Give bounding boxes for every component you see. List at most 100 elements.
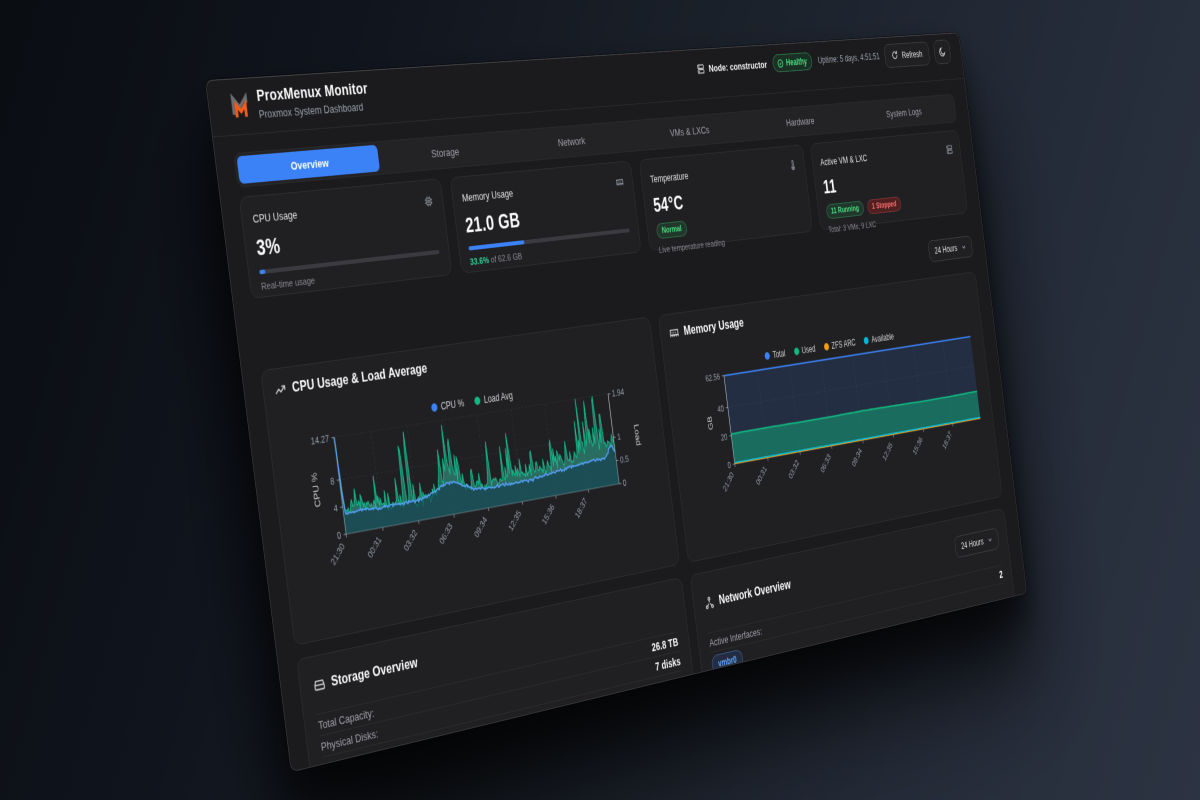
- cpu-card-icon-wrap: [423, 195, 434, 212]
- memory-percent-highlight: 33.6%: [469, 255, 490, 268]
- y-tick-label: 8: [330, 476, 335, 487]
- memory-card-title: Memory Usage: [461, 186, 514, 205]
- interface-chip[interactable]: vmbr0: [710, 648, 744, 675]
- y-right-tick-label: 1.94: [611, 387, 624, 399]
- thermometer-icon: [788, 159, 797, 171]
- x-tick-label: 15:36: [541, 502, 556, 527]
- y-right-tick-label: 1: [617, 432, 622, 442]
- hard-drive-icon: [312, 675, 326, 694]
- header-controls: Node: constructor Healthy Uptime: 5 days…: [695, 39, 952, 81]
- vm-server-icon: [945, 144, 953, 155]
- temperature-card-title: Temperature: [649, 169, 689, 186]
- x-tick-label: 00:31: [755, 464, 768, 487]
- active-interfaces-label: Active Interfaces:: [708, 624, 763, 649]
- active-interfaces-count: 2: [998, 568, 1004, 581]
- y-tick-label: 0: [727, 460, 731, 470]
- vm-stopped-badge: 1 Stopped: [866, 196, 902, 215]
- x-tick-label: 12:35: [881, 441, 893, 463]
- cpu-chart-plot: 21:30 00:31 03:32 06:33 09:34 12:35 15:36 18:37…: [267, 358, 680, 645]
- memory-chart-card: Memory Usage Total Used ZFS ARC Available 2…: [657, 271, 1003, 563]
- tab-vms-lxcs[interactable]: VMs & LXCs: [669, 123, 710, 139]
- active-vm-card: Active VM & LXC 11 11 Running 1 Stopped …: [809, 129, 969, 235]
- x-tick-label: 03:32: [402, 528, 419, 553]
- y-gridline: [334, 394, 608, 437]
- tab-network[interactable]: Network: [557, 134, 586, 149]
- y-axis-title: CPU %: [310, 472, 323, 508]
- refresh-button-label: Refresh: [901, 47, 923, 61]
- x-tick-label: 09:34: [473, 515, 489, 540]
- physical-disks-value: 7 disks: [654, 654, 682, 674]
- storage-card-title-wrap: Storage Overview: [312, 655, 419, 694]
- refresh-button[interactable]: Refresh: [883, 41, 931, 68]
- y-tick-label: 4: [333, 503, 338, 514]
- y-tick-label: 14.27: [310, 433, 330, 447]
- health-badge-label: Healthy: [785, 56, 808, 68]
- memory-progress-fill: [468, 240, 525, 251]
- y-right-axis-title: Load: [632, 424, 642, 447]
- vm-running-badge: 11 Running: [825, 200, 865, 220]
- memory-chart-icon: [668, 325, 680, 341]
- proxmenux-logo-icon: [229, 91, 252, 118]
- y-tick-label: 0: [336, 530, 341, 541]
- temperature-card: Temperature 54°C Normal Live temperature…: [638, 144, 813, 255]
- theme-toggle-button[interactable]: [932, 39, 952, 65]
- time-range-select[interactable]: 24 Hours: [927, 235, 974, 263]
- temperature-card-icon-wrap: [788, 159, 797, 175]
- tab-overview[interactable]: Overview: [236, 144, 381, 185]
- memory-subtext-rest: of 62.6 GB: [488, 251, 523, 266]
- charts-row: CPU Usage & Load Average CPU % Load Avg 2…: [260, 271, 1003, 646]
- tab-system-logs[interactable]: System Logs: [885, 105, 923, 120]
- y-tick-label: 62.56: [705, 372, 721, 384]
- tab-storage[interactable]: Storage: [430, 144, 460, 160]
- dashboard-window: ProxMenux Monitor Proxmox System Dashboa…: [205, 32, 1028, 773]
- cpu-card-title: CPU Usage: [252, 208, 298, 226]
- cpu-load-chart-card: CPU Usage & Load Average CPU % Load Avg 2…: [260, 316, 680, 646]
- cpu-usage-card: CPU Usage 3% Real-time usage: [238, 178, 453, 299]
- check-circle-icon: [777, 58, 785, 68]
- brand: ProxMenux Monitor Proxmox System Dashboa…: [228, 79, 370, 123]
- vm-card-title: Active VM & LXC: [819, 152, 868, 168]
- x-tick-label: 15:36: [912, 435, 924, 457]
- tab-hardware[interactable]: Hardware: [785, 114, 815, 129]
- network-card-title: Network Overview: [717, 577, 792, 607]
- uptime-text: Uptime: 5 days, 4:51:51: [817, 51, 881, 66]
- network-card-title-wrap: Network Overview: [704, 577, 792, 611]
- x-tick-label: 12:35: [507, 508, 523, 533]
- node-indicator: Node: constructor: [696, 58, 768, 75]
- y-tick-label: 40: [717, 403, 725, 414]
- x-tick-label: 06:33: [819, 452, 832, 475]
- x-tick-label: 18:37: [941, 429, 953, 451]
- server-icon: [696, 63, 705, 75]
- network-range-label: 24 Hours: [960, 536, 985, 552]
- y-tick-label: 20: [720, 432, 728, 443]
- y-axis-title: GB: [706, 415, 715, 430]
- vm-card-icon-wrap: [945, 144, 953, 159]
- memory-card-icon-wrap: [615, 176, 625, 192]
- health-badge: Healthy: [771, 52, 814, 73]
- cpu-progress-fill: [259, 269, 266, 275]
- network-range-select[interactable]: 24 Hours: [954, 527, 1000, 559]
- time-range-label: 24 Hours: [934, 243, 958, 256]
- memory-chart-plot: 21:30 00:31 03:32 06:33 09:34 12:35 15:36 18:37…: [663, 309, 1002, 562]
- chevron-down-icon: [987, 535, 993, 545]
- y-right-tick-label: 0.5: [619, 454, 629, 465]
- x-tick-label: 21:30: [721, 470, 735, 493]
- cpu-chip-icon: [423, 195, 433, 208]
- refresh-icon: [891, 50, 899, 60]
- temperature-status-badge: Normal: [655, 220, 688, 240]
- brand-text: ProxMenux Monitor Proxmox System Dashboa…: [255, 79, 370, 121]
- x-tick-label: 18:37: [574, 496, 589, 520]
- x-tick-label: 03:32: [787, 458, 800, 481]
- memory-usage-card: Memory Usage 21.0 GB 33.6% of 62.6 GB: [449, 160, 642, 274]
- moon-icon: [938, 46, 946, 58]
- x-tick-label: 21:30: [329, 541, 346, 567]
- x-tick-label: 09:34: [851, 446, 864, 468]
- network-icon: [704, 594, 716, 611]
- storage-card-title: Storage Overview: [330, 655, 419, 690]
- memory-chart-title: Memory Usage: [682, 315, 745, 339]
- memory-icon: [615, 176, 624, 188]
- chevron-down-icon: [961, 243, 967, 252]
- x-tick-label: 00:31: [366, 534, 383, 560]
- node-label: Node: constructor: [707, 58, 768, 74]
